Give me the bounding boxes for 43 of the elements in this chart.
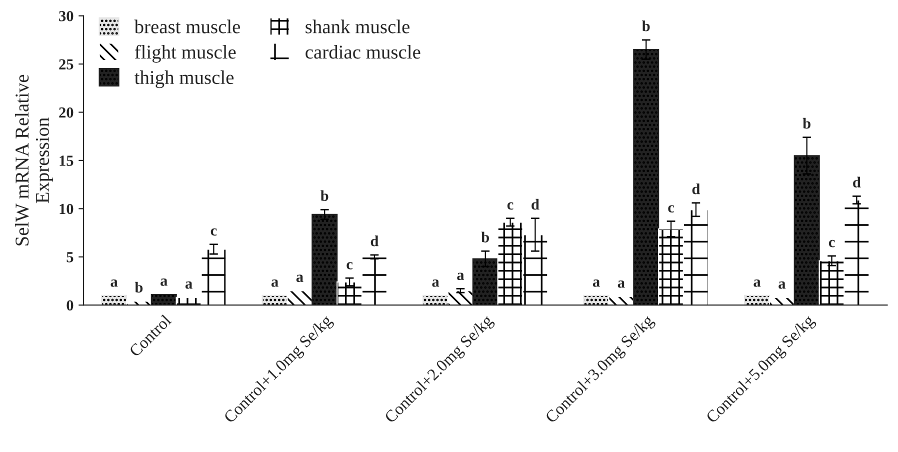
y-tick-label: 15 xyxy=(60,156,74,166)
data-label: b xyxy=(802,118,810,129)
y-tick-label: 0 xyxy=(66,300,74,311)
data-label: c xyxy=(668,205,674,213)
legend-label: breast muscle xyxy=(134,20,240,34)
data-label: a xyxy=(457,272,464,280)
data-label: c xyxy=(507,202,514,210)
bar xyxy=(447,290,474,306)
data-label: b xyxy=(134,282,143,293)
data-label: c xyxy=(210,228,217,236)
data-label: a xyxy=(592,279,600,287)
y-axis-title: SelW mRNA Relative Expression xyxy=(14,74,53,246)
legend-label: cardiac muscle xyxy=(306,45,420,59)
data-label: a xyxy=(296,274,304,282)
data-label: a xyxy=(618,280,625,288)
y-tick-label: 30 xyxy=(59,10,74,22)
legend-label: shank muscle xyxy=(306,20,410,34)
data-label: a xyxy=(778,281,786,289)
data-label: c xyxy=(828,240,835,248)
legend-label: flight muscle xyxy=(134,44,236,63)
bar xyxy=(101,294,128,306)
bar xyxy=(422,294,449,306)
data-label: c xyxy=(346,262,353,270)
data-label: b xyxy=(320,190,328,201)
y-tick-label: 5 xyxy=(66,252,74,262)
data-label: d xyxy=(532,198,540,210)
data-label: a xyxy=(754,279,761,287)
data-label: a xyxy=(271,279,278,287)
bar xyxy=(744,294,770,306)
data-label: d xyxy=(692,183,700,194)
y-tick-label: 10 xyxy=(60,204,74,214)
y-tick-label: 25 xyxy=(59,59,74,70)
data-label: d xyxy=(853,176,861,188)
data-label: a xyxy=(432,279,440,287)
data-label: b xyxy=(481,232,489,242)
y-tick-label: 20 xyxy=(59,107,74,118)
data-label: a xyxy=(110,279,118,287)
data-label: a xyxy=(160,278,168,286)
legend-label: thigh muscle xyxy=(134,70,234,88)
data-label: b xyxy=(642,20,650,32)
data-label: a xyxy=(185,281,192,289)
bar xyxy=(286,290,313,306)
data-label: d xyxy=(370,236,379,246)
